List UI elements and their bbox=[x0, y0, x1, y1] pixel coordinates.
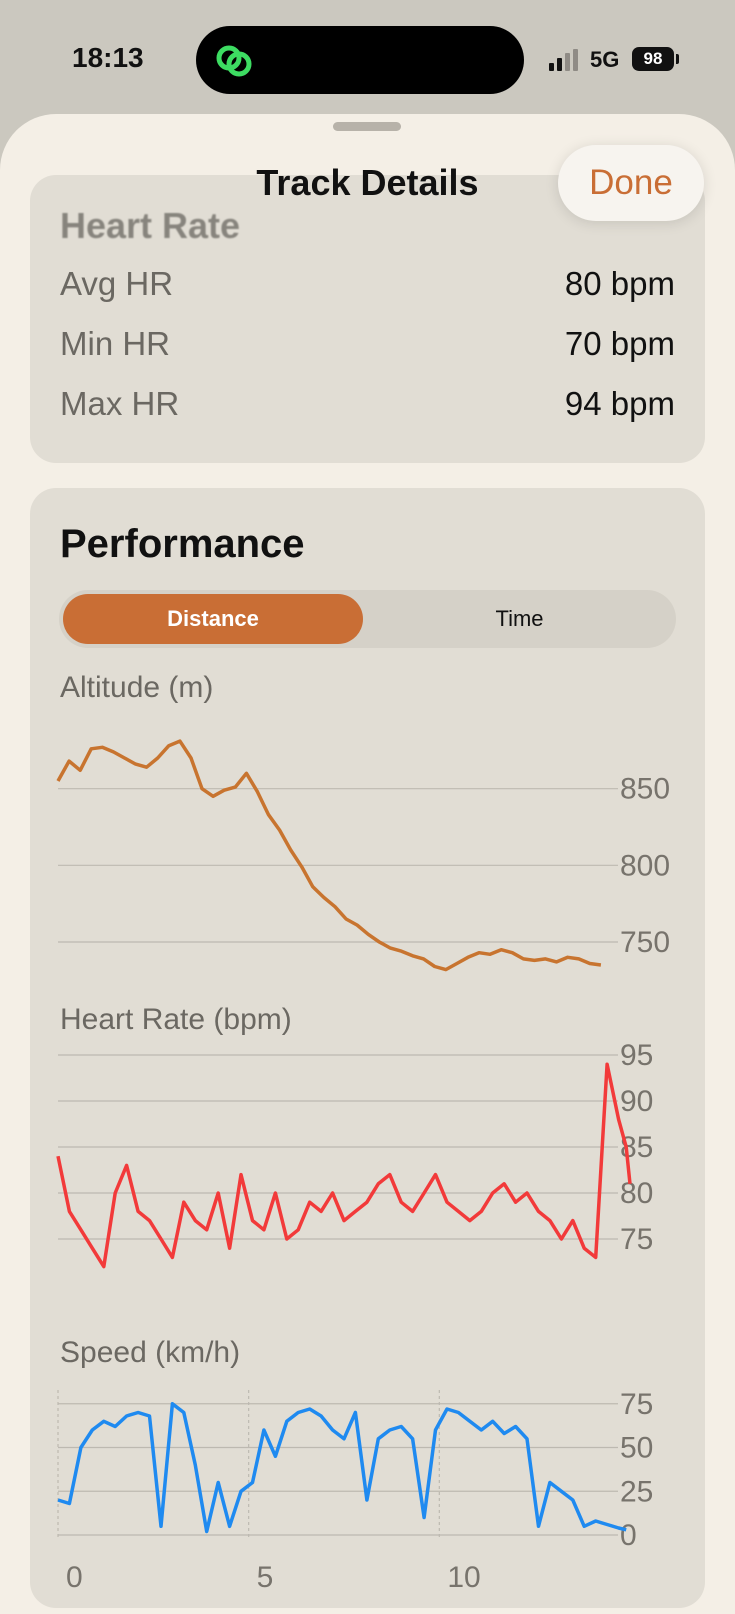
status-bar: 18:13 5G 98 bbox=[0, 0, 735, 115]
speed-xtick-label: 5 bbox=[257, 1561, 274, 1594]
speed-ytick-label: 75 bbox=[620, 1388, 653, 1421]
min-hr-label: Min HR bbox=[60, 325, 171, 362]
avg-hr-label: Avg HR bbox=[60, 265, 174, 302]
heart-rate-ytick-label: 75 bbox=[620, 1223, 653, 1256]
max-hr-label: Max HR bbox=[60, 385, 180, 422]
heart-rate-ytick-label: 90 bbox=[620, 1085, 653, 1118]
sheet-grabber[interactable] bbox=[333, 122, 401, 131]
segment-time[interactable]: Time bbox=[495, 606, 544, 631]
altitude-series-line bbox=[56, 739, 602, 972]
segment-distance[interactable]: Distance bbox=[63, 594, 363, 644]
speed-series-line bbox=[57, 1402, 627, 1534]
max-hr-value: 94 bpm bbox=[564, 385, 675, 422]
battery-icon: 98 bbox=[632, 47, 674, 71]
altitude-ytick-label: 800 bbox=[620, 849, 670, 882]
network-type: 5G bbox=[590, 47, 620, 72]
battery-cap bbox=[676, 54, 679, 64]
done-button[interactable]: Done bbox=[558, 145, 704, 221]
avg-hr-value: 80 bpm bbox=[564, 265, 675, 302]
performance-card: Performance Distance Time Altitude (m) H… bbox=[30, 488, 705, 1608]
heart-rate-series-line bbox=[56, 1062, 632, 1269]
speed-xtick-label: 0 bbox=[66, 1561, 83, 1594]
altitude-chart-title: Altitude (m) bbox=[60, 671, 214, 704]
min-hr-row: Min HR 70 bpm bbox=[60, 325, 675, 363]
speed-ytick-label: 25 bbox=[620, 1475, 653, 1508]
heart-rate-section-title: Heart Rate bbox=[60, 205, 241, 246]
avg-hr-row: Avg HR 80 bpm bbox=[60, 265, 675, 303]
distance-time-segmented-control: Distance Time bbox=[59, 590, 676, 648]
min-hr-value: 70 bpm bbox=[564, 325, 675, 362]
speed-chart-title: Speed (km/h) bbox=[60, 1336, 241, 1369]
speed-xtick-label: 10 bbox=[447, 1561, 480, 1594]
link-activity-icon bbox=[216, 45, 252, 77]
max-hr-row: Max HR 94 bpm bbox=[60, 385, 675, 423]
sheet-title: Track Details bbox=[256, 162, 479, 203]
heart-rate-ytick-label: 80 bbox=[620, 1177, 653, 1210]
heart-rate-chart-title: Heart Rate (bpm) bbox=[60, 1003, 292, 1036]
heart-rate-ytick-label: 95 bbox=[620, 1039, 653, 1072]
performance-title: Performance bbox=[60, 522, 305, 566]
altitude-ytick-label: 750 bbox=[620, 926, 670, 959]
dynamic-island bbox=[196, 26, 524, 94]
altitude-ytick-label: 850 bbox=[620, 773, 670, 806]
status-time: 18:13 bbox=[72, 42, 144, 73]
speed-ytick-label: 50 bbox=[620, 1432, 653, 1465]
cellular-signal-icon bbox=[549, 49, 578, 71]
speed-ytick-label: 0 bbox=[620, 1519, 637, 1552]
heart-rate-summary-card: Heart Rate Avg HR 80 bpm Min HR 70 bpm M… bbox=[30, 175, 705, 463]
